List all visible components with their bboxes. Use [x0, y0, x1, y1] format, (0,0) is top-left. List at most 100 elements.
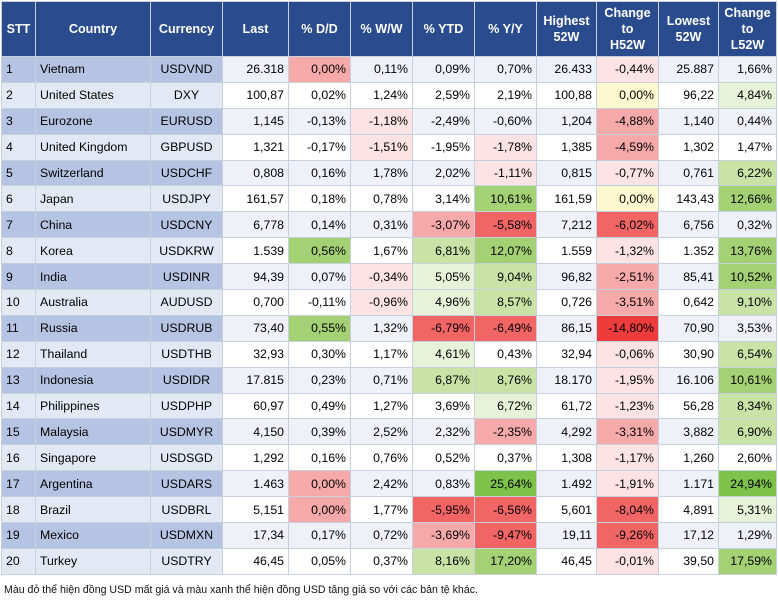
- header-pct-ww: % W/W: [350, 1, 413, 57]
- cell-change-h52w: -1,17%: [596, 444, 659, 472]
- header-stt: STT: [1, 1, 36, 57]
- table-row: 7 China USDCNY 6,778 0,14% 0,31% -3,07% -5,58% 7…: [1, 211, 777, 239]
- cell-pct-ytd: 2,32%: [412, 418, 475, 446]
- cell-pct-ww: 1,24%: [350, 81, 413, 109]
- cell-pct-yy: 8,57%: [474, 289, 537, 316]
- cell-pct-ytd: -5,95%: [412, 496, 475, 524]
- cell-pct-yy: -6,49%: [474, 314, 537, 342]
- cell-country: Japan: [35, 185, 151, 213]
- cell-last: 0,700: [222, 289, 289, 316]
- cell-pct-ww: 2,42%: [350, 470, 413, 498]
- cell-pct-yy: 25,64%: [474, 470, 537, 498]
- cell-change-h52w: 0,00%: [596, 185, 659, 213]
- cell-pct-dd: 0,00%: [288, 496, 351, 524]
- cell-pct-yy: -0,60%: [474, 107, 537, 135]
- cell-currency: USDTRY: [150, 547, 223, 575]
- cell-currency: USDCNY: [150, 211, 223, 239]
- cell-pct-ytd: 0,52%: [412, 444, 475, 472]
- table-row: 20 Turkey USDTRY 46,45 0,05% 0,37% 8,16% 17,20%…: [1, 547, 777, 575]
- cell-pct-dd: 0,55%: [288, 314, 351, 342]
- cell-currency: USDCHF: [150, 159, 223, 187]
- cell-pct-yy: -9,47%: [474, 522, 537, 549]
- table-row: 11 Russia USDRUB 73,40 0,55% 1,32% -6,79% -6,49…: [1, 314, 777, 342]
- cell-pct-ww: 1,17%: [350, 340, 413, 368]
- cell-last: 1,145: [222, 107, 289, 135]
- cell-country: United Kingdom: [35, 133, 151, 161]
- cell-lowest-52w: 39,50: [658, 547, 719, 575]
- cell-pct-ww: -0,34%: [350, 263, 413, 291]
- cell-highest-52w: 1.492: [536, 470, 597, 498]
- cell-currency: DXY: [150, 81, 223, 109]
- cell-pct-yy: -1,11%: [474, 159, 537, 187]
- cell-highest-52w: 7,212: [536, 211, 597, 239]
- header-pct-dd: % D/D: [288, 1, 351, 57]
- cell-highest-52w: 0,726: [536, 289, 597, 316]
- cell-highest-52w: 18.170: [536, 366, 597, 394]
- table-row: 13 Indonesia USDIDR 17.815 0,23% 0,71% 6,87% 8,…: [1, 366, 777, 394]
- cell-pct-ytd: 0,09%: [412, 56, 475, 83]
- table-row: 12 Thailand USDTHB 32,93 0,30% 1,17% 4,61% 0,43…: [1, 340, 777, 368]
- cell-change-h52w: -6,02%: [596, 211, 659, 239]
- cell-last: 1.539: [222, 237, 289, 265]
- cell-stt: 20: [1, 547, 36, 575]
- cell-currency: USDBRL: [150, 496, 223, 524]
- table-row: 9 India USDINR 94,39 0,07% -0,34% 5,05% 9,04% 96…: [1, 263, 777, 291]
- cell-last: 1,292: [222, 444, 289, 472]
- cell-last: 60,97: [222, 392, 289, 420]
- cell-last: 6,778: [222, 211, 289, 239]
- cell-currency: USDMYR: [150, 418, 223, 446]
- cell-lowest-52w: 3,882: [658, 418, 719, 446]
- cell-country: Korea: [35, 237, 151, 265]
- cell-highest-52w: 86,15: [536, 314, 597, 342]
- cell-currency: USDSGD: [150, 444, 223, 472]
- cell-pct-yy: -2,35%: [474, 418, 537, 446]
- cell-country: Mexico: [35, 522, 151, 549]
- header-last: Last: [222, 1, 289, 57]
- cell-last: 73,40: [222, 314, 289, 342]
- table-body: 1 Vietnam USDVND 26.318 0,00% 0,11% 0,09% 0,70%…: [1, 56, 777, 575]
- cell-pct-dd: 0,16%: [288, 159, 351, 187]
- cell-pct-ytd: 4,96%: [412, 289, 475, 316]
- cell-last: 1,321: [222, 133, 289, 161]
- cell-pct-yy: 0,37%: [474, 444, 537, 472]
- cell-highest-52w: 4,292: [536, 418, 597, 446]
- cell-pct-ytd: -3,07%: [412, 211, 475, 239]
- cell-pct-dd: 0,56%: [288, 237, 351, 265]
- cell-pct-ww: -0,96%: [350, 289, 413, 316]
- cell-lowest-52w: 1,302: [658, 133, 719, 161]
- cell-last: 5,151: [222, 496, 289, 524]
- header-pct-ytd: % YTD: [412, 1, 475, 57]
- cell-stt: 3: [1, 107, 36, 135]
- cell-change-h52w: -0,01%: [596, 547, 659, 575]
- cell-last: 100,87: [222, 81, 289, 109]
- cell-pct-dd: 0,30%: [288, 340, 351, 368]
- cell-change-l52w: 0,44%: [718, 107, 777, 135]
- table-row: 8 Korea USDKRW 1.539 0,56% 1,67% 6,81% 12,07% 1.…: [1, 237, 777, 265]
- cell-change-h52w: -1,32%: [596, 237, 659, 265]
- cell-pct-ww: 0,78%: [350, 185, 413, 213]
- cell-pct-dd: -0,11%: [288, 289, 351, 316]
- table-row: 5 Switzerland USDCHF 0,808 0,16% 1,78% 2,02% -1…: [1, 159, 777, 187]
- cell-pct-ytd: 0,83%: [412, 470, 475, 498]
- cell-change-h52w: -1,23%: [596, 392, 659, 420]
- footnote: Màu đỏ thể hiện đồng USD mất giá và màu …: [4, 584, 478, 596]
- cell-lowest-52w: 30,90: [658, 340, 719, 368]
- cell-country: Thailand: [35, 340, 151, 368]
- cell-highest-52w: 5,601: [536, 496, 597, 524]
- cell-lowest-52w: 143,43: [658, 185, 719, 213]
- header-lowest-52w: Lowest 52W: [658, 1, 719, 57]
- cell-change-h52w: -4,59%: [596, 133, 659, 161]
- cell-change-l52w: 17,59%: [718, 547, 777, 575]
- cell-change-l52w: 13,76%: [718, 237, 777, 265]
- cell-pct-ww: 0,76%: [350, 444, 413, 472]
- cell-change-l52w: 24,94%: [718, 470, 777, 498]
- cell-change-l52w: 2,60%: [718, 444, 777, 472]
- cell-pct-ytd: 4,61%: [412, 340, 475, 368]
- cell-lowest-52w: 4,891: [658, 496, 719, 524]
- cell-pct-dd: 0,00%: [288, 56, 351, 83]
- cell-lowest-52w: 96,22: [658, 81, 719, 109]
- cell-pct-ytd: 6,87%: [412, 366, 475, 394]
- cell-country: India: [35, 263, 151, 291]
- cell-pct-ww: 0,31%: [350, 211, 413, 239]
